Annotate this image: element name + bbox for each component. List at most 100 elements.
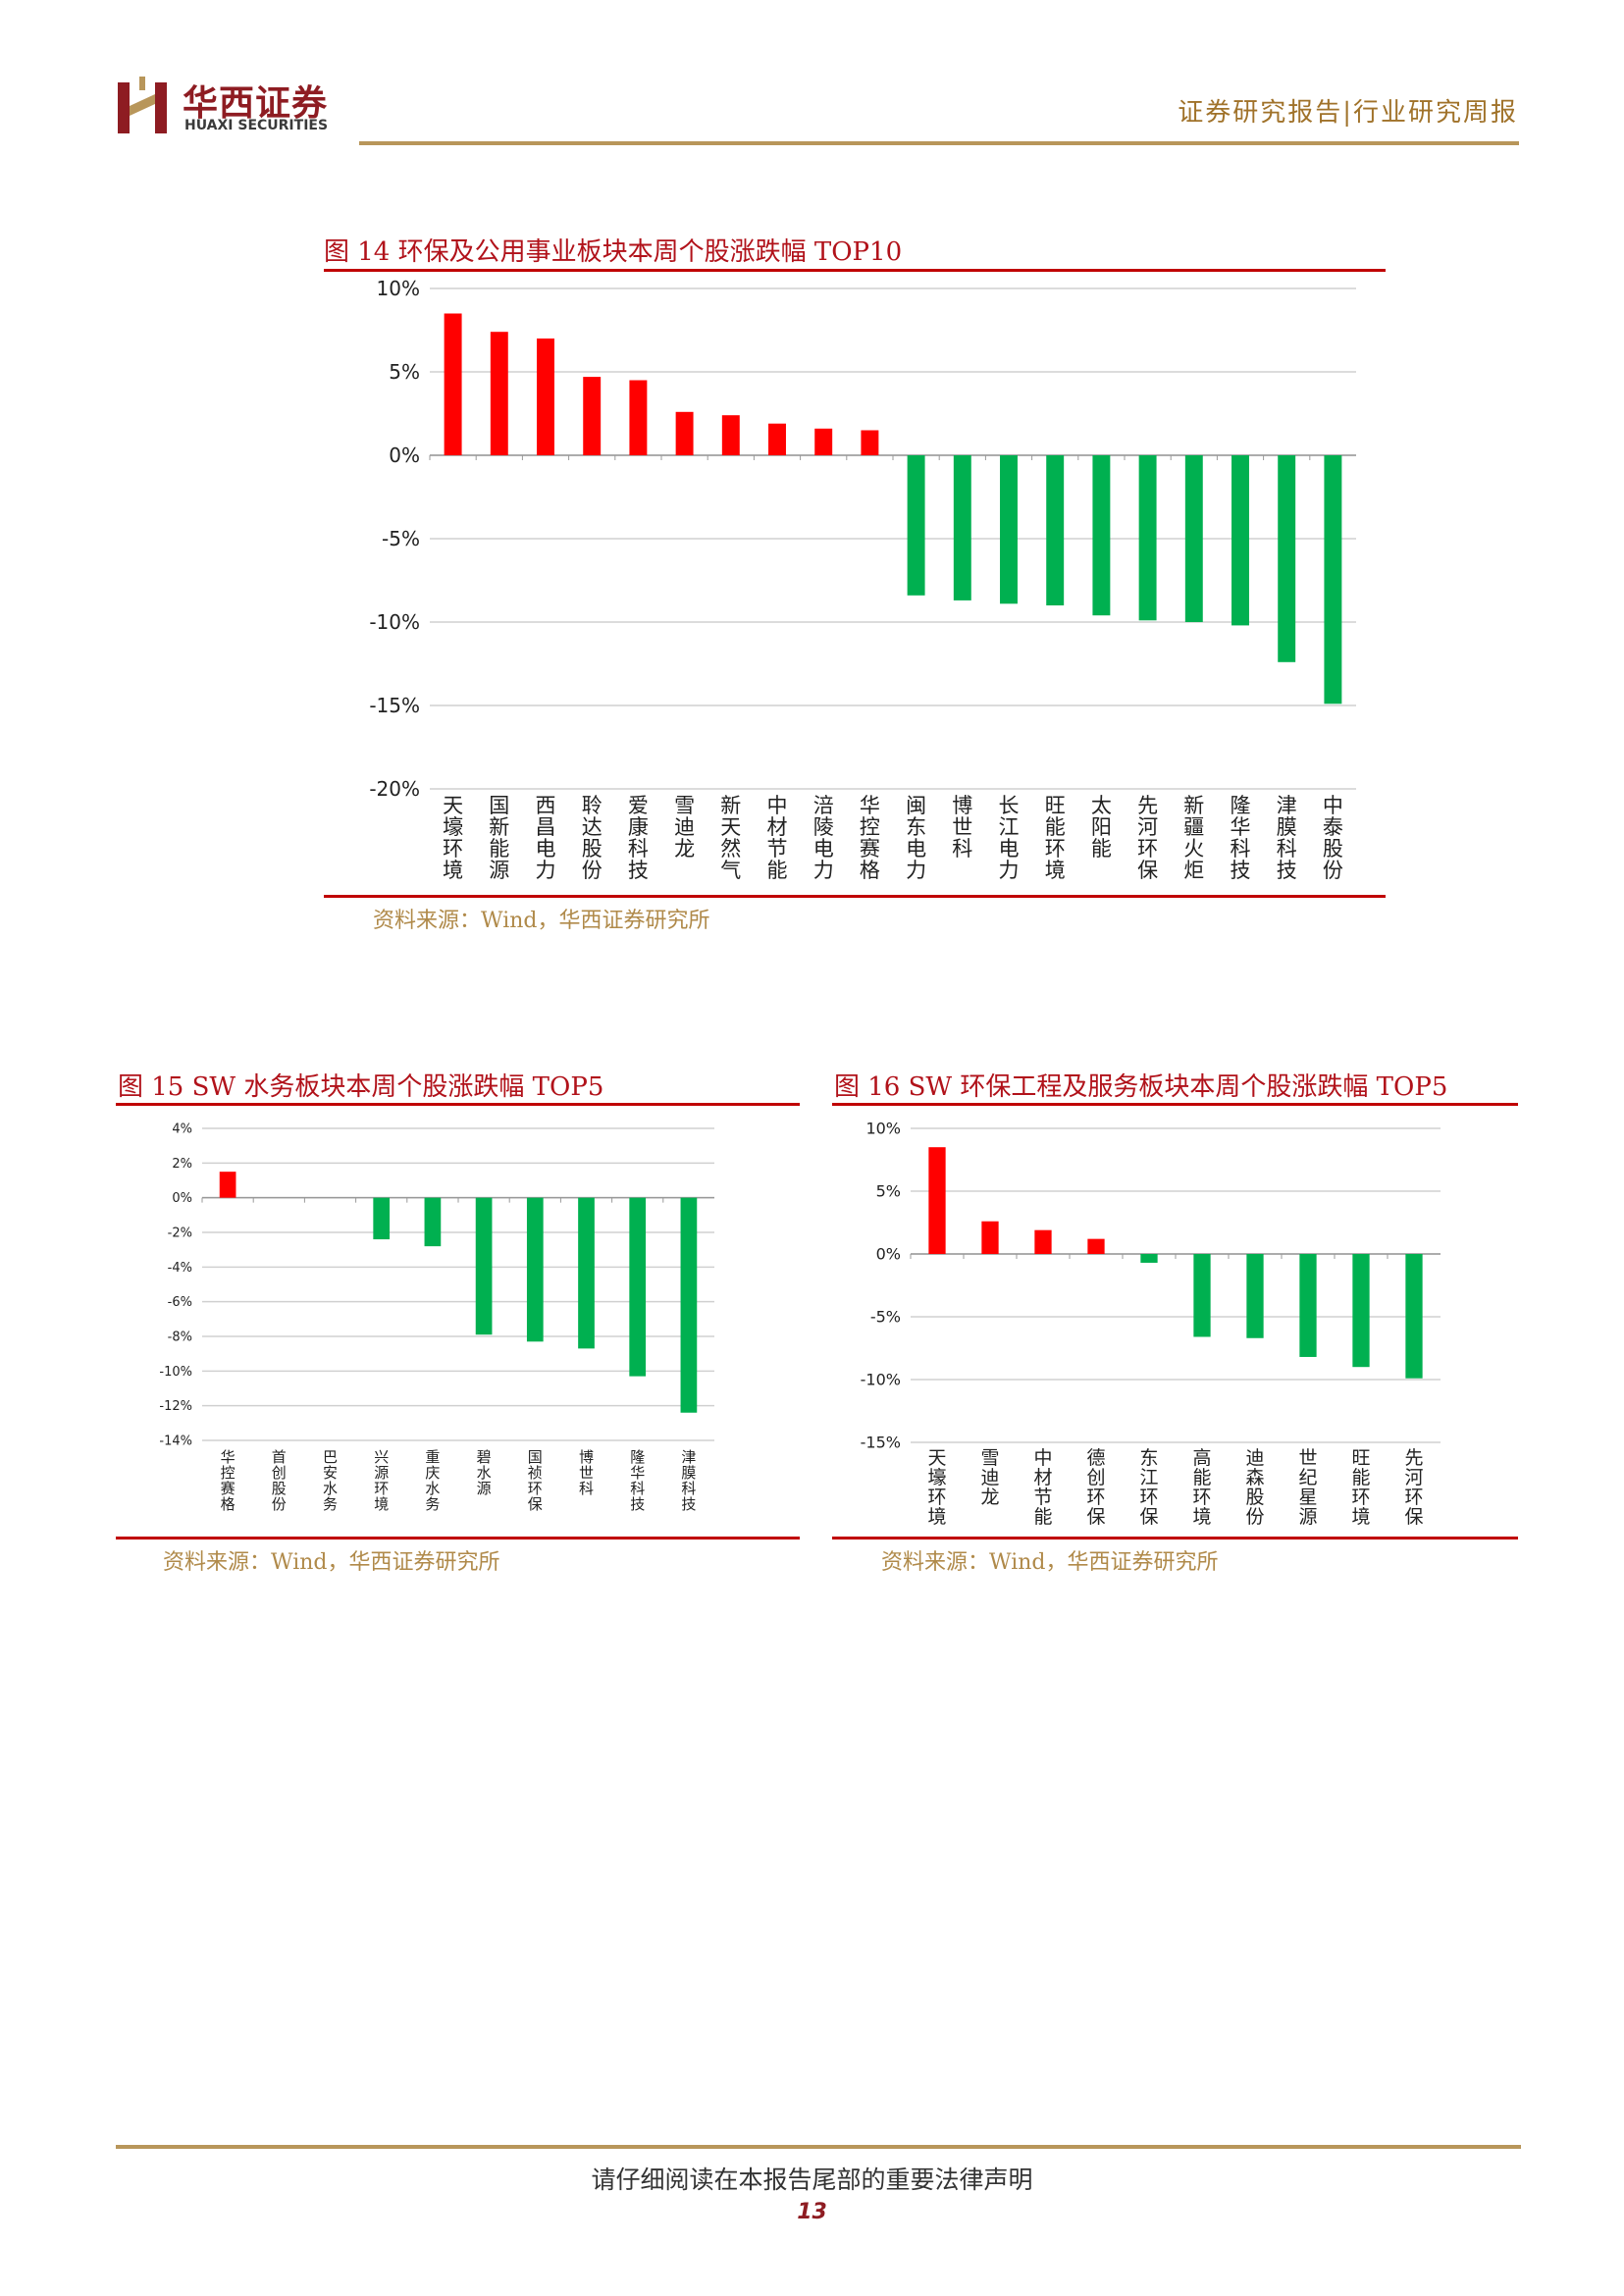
category-label: 中泰股份 xyxy=(1323,794,1343,882)
category-label: 新疆火炬 xyxy=(1183,794,1204,882)
y-tick-label: 0% xyxy=(172,1191,192,1206)
figure-14-bottom-rule xyxy=(324,895,1386,898)
bar xyxy=(490,332,508,455)
bar xyxy=(768,423,786,455)
category-label: 华控赛格 xyxy=(221,1448,236,1513)
category-label: 雪迪龙 xyxy=(980,1447,999,1508)
bar xyxy=(219,1172,236,1198)
y-tick-label: -15% xyxy=(861,1434,901,1452)
y-tick-label: -5% xyxy=(382,527,420,550)
category-label: 碧水源 xyxy=(477,1448,492,1497)
category-label: 太阳能 xyxy=(1091,794,1112,861)
category-label: 津膜科技 xyxy=(1277,794,1297,882)
figure-15-top-rule xyxy=(116,1103,800,1106)
bar xyxy=(1324,455,1342,704)
category-label: 首创股份 xyxy=(272,1448,287,1513)
y-tick-label: -20% xyxy=(369,777,420,801)
figure-14-chart: 10% 5% 0% -5% -10% -15% -20% 天壕环境 国新能源 西昌电力 聆达股份 爱康… xyxy=(369,277,1356,882)
y-tick-label: 4% xyxy=(172,1122,192,1137)
category-label: 国祯环保 xyxy=(528,1448,543,1513)
y-tick-label: 2% xyxy=(172,1157,192,1172)
category-label: 西昌电力 xyxy=(536,794,556,882)
y-tick-label: 5% xyxy=(389,360,420,384)
y-tick-label: -6% xyxy=(168,1295,192,1310)
category-label: 先河环保 xyxy=(1404,1447,1423,1528)
bar xyxy=(1046,455,1065,605)
bar xyxy=(981,1221,999,1254)
bar xyxy=(953,455,971,600)
bar xyxy=(675,411,694,455)
category-label: 重庆水务 xyxy=(425,1448,440,1513)
figure-15-chart: 4% 2% 0% -2% -4% -6% -8% -10% -12% -14% 华控赛格 首创股份 巴安… xyxy=(159,1122,714,1513)
category-label: 新天然气 xyxy=(720,794,741,882)
bar xyxy=(537,339,554,455)
bar xyxy=(680,1197,698,1413)
bar xyxy=(1352,1254,1370,1368)
figure-14-source: 资料来源：Wind，华西证券研究所 xyxy=(373,909,710,933)
category-label: 长江电力 xyxy=(999,794,1020,882)
category-label: 涪陵电力 xyxy=(813,794,834,882)
bar xyxy=(373,1197,391,1240)
bar xyxy=(1246,1254,1264,1338)
category-label: 博世科 xyxy=(579,1448,594,1497)
category-label: 东江环保 xyxy=(1139,1447,1158,1528)
bar xyxy=(629,1197,647,1377)
category-label: 德创环保 xyxy=(1086,1447,1105,1528)
y-tick-label: 0% xyxy=(389,444,420,467)
y-tick-label: -12% xyxy=(159,1399,192,1414)
category-label: 隆华科技 xyxy=(1231,794,1251,882)
category-label: 雪迪龙 xyxy=(674,794,695,861)
legal-notice: 请仔细阅读在本报告尾部的重要法律声明 xyxy=(591,2166,1033,2194)
bar xyxy=(814,428,833,455)
category-label: 隆华科技 xyxy=(630,1448,645,1513)
y-tick-label: -15% xyxy=(369,694,420,717)
bar xyxy=(1000,455,1018,604)
y-tick-label: -10% xyxy=(861,1371,901,1389)
category-label: 天壕环境 xyxy=(927,1447,946,1528)
bar xyxy=(1299,1254,1317,1357)
category-label: 巴安水务 xyxy=(323,1448,338,1513)
bar xyxy=(583,377,602,455)
bar xyxy=(1087,1238,1105,1254)
y-tick-label: -8% xyxy=(168,1331,192,1345)
logo-text-cn: 华西证券 xyxy=(183,82,329,124)
category-label: 高能环境 xyxy=(1192,1447,1211,1528)
category-label: 兴源环境 xyxy=(374,1448,389,1513)
bar xyxy=(1278,455,1296,662)
report-type-label: 证券研究报告|行业研究周报 xyxy=(1178,98,1518,128)
y-tick-label: -10% xyxy=(159,1365,192,1380)
y-tick-label: -5% xyxy=(870,1308,901,1327)
category-label: 旺能环境 xyxy=(1351,1447,1370,1528)
bar xyxy=(1138,455,1157,621)
bar xyxy=(861,430,879,455)
bar xyxy=(424,1197,442,1247)
header-divider xyxy=(359,141,1519,145)
category-label: 闽东电力 xyxy=(906,794,926,882)
y-tick-label: 10% xyxy=(377,277,420,300)
y-tick-label: -4% xyxy=(168,1261,192,1276)
bar xyxy=(721,415,740,455)
bar xyxy=(907,455,925,596)
bar xyxy=(1140,1254,1158,1263)
figure-14-top-rule xyxy=(324,269,1386,272)
category-label: 旺能环境 xyxy=(1045,794,1066,882)
bar xyxy=(928,1147,946,1254)
bar xyxy=(1193,1254,1211,1337)
bar xyxy=(475,1197,493,1335)
y-tick-label: 5% xyxy=(876,1182,901,1201)
bar xyxy=(444,313,462,455)
category-label: 华控赛格 xyxy=(860,794,880,882)
figure-16-top-rule xyxy=(832,1103,1518,1106)
footer-divider xyxy=(116,2145,1521,2149)
figure-15-bottom-rule xyxy=(116,1537,800,1539)
category-label: 爱康科技 xyxy=(628,794,649,882)
category-label: 先河环保 xyxy=(1137,794,1158,882)
category-label: 天壕环境 xyxy=(443,794,463,882)
bar xyxy=(1092,455,1111,616)
category-label: 国新能源 xyxy=(489,794,509,882)
y-tick-label: -2% xyxy=(168,1226,192,1241)
category-label: 中材节能 xyxy=(1033,1447,1052,1528)
bar xyxy=(1034,1229,1052,1254)
page-number: 13 xyxy=(797,2200,827,2224)
category-label: 津膜科技 xyxy=(681,1448,696,1513)
